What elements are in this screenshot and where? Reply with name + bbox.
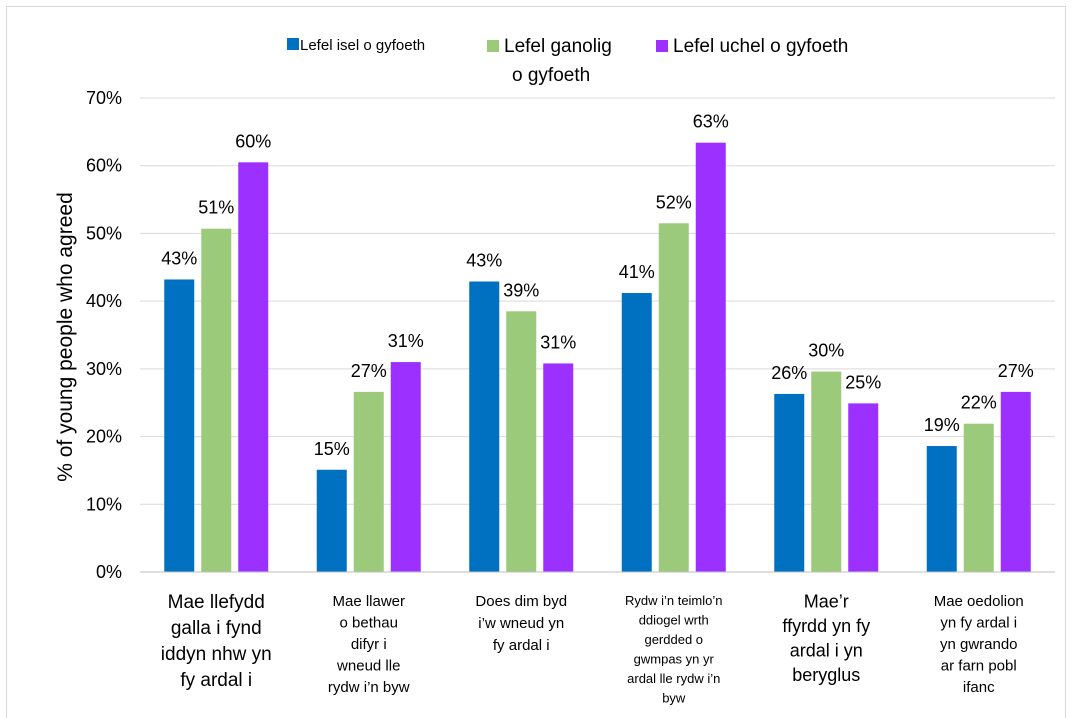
y-tick-label: 20% [86,427,122,447]
bar [695,142,726,573]
bar-value-label: 51% [198,198,234,218]
bar [774,393,805,572]
bar-value-label: 19% [924,415,960,435]
bar [658,223,689,572]
y-axis-title: % of young people who agreed [54,192,77,482]
data-labels: 43%51%60%15%27%31%43%39%31%41%52%63%26%3… [161,112,1034,459]
bar [1000,391,1031,572]
legend-label: Lefel uchel o gyfoeth [673,36,848,57]
bar-value-label: 27% [351,361,387,381]
bar-value-label: 43% [466,251,502,271]
legend-label: Lefel ganolig o gyfoeth [504,36,612,86]
bar-value-label: 43% [161,248,197,268]
bar [164,279,195,572]
bar-value-label: 63% [693,112,729,132]
y-tick-label: 60% [86,156,122,176]
y-tick-label: 0% [96,562,122,582]
bar-value-label: 52% [656,192,692,212]
x-category-label: Does dim byd i’w wneud yn fy ardal i [475,593,567,654]
bar [316,469,347,572]
bar-value-label: 39% [503,280,539,300]
bar-value-label: 30% [808,341,844,361]
y-tick-label: 40% [86,291,122,311]
bar-value-label: 31% [540,332,576,352]
bar [353,391,384,572]
bar [926,446,957,572]
y-tick-label: 10% [86,494,122,514]
y-tick-label: 50% [86,223,122,243]
bar [963,423,994,572]
bar-value-label: 15% [314,439,350,459]
bar [543,363,574,572]
bar [811,371,842,572]
bar [469,281,500,572]
bars [164,142,1031,573]
bar-value-label: 60% [235,131,271,151]
bar-value-label: 31% [388,331,424,351]
x-category-label: Mae llefydd galla i fynd iddyn nhw yn fy ar… [161,592,272,691]
legend-label: Lefel isel o gyfoeth [300,37,425,54]
legend-swatch [656,40,668,52]
x-category-label: Mae llawer o bethau difyr i wneud lle rydw i… [328,593,410,696]
chart-frame [6,6,1066,718]
bar-value-label: 22% [961,393,997,413]
legend: Lefel isel o gyfoeth Lefel ganolig o gyfoe… [287,36,848,86]
bar-value-label: 27% [998,361,1034,381]
x-category-label: Mae oedolion yn fy ardal i yn gwrando ar fa… [934,593,1024,696]
y-tick-label: 70% [86,88,122,108]
legend-swatch [287,38,299,50]
bar-value-label: 41% [619,262,655,282]
bar [848,403,879,572]
y-tick-label: 30% [86,359,122,379]
x-category-label: Mae’r ffyrdd yn fy ardal i yn beryglus [782,592,870,686]
bar [238,162,269,573]
legend-swatch [487,40,499,52]
bar [506,311,537,572]
bar-value-label: 25% [845,372,881,392]
axes: 0% 10% 20% 30% 40% 50% 60% 70% Mae llefydd galla … [86,88,1055,706]
gridlines [140,97,1055,505]
bar [621,293,652,572]
bar [201,228,232,572]
x-category-label: Rydw i’n teimlo’n ddiogel wrth gerdded o gw… [625,593,723,706]
bar [390,362,421,572]
bar-value-label: 26% [771,363,807,383]
